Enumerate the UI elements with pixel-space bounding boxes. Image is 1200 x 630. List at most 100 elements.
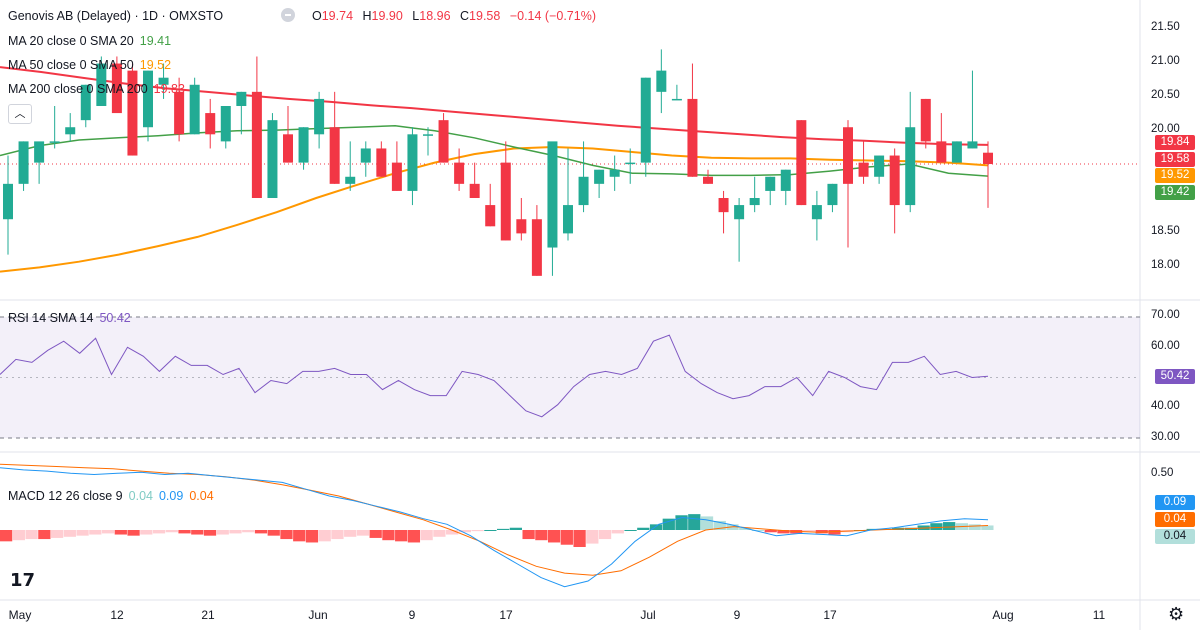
macd-hist-bar: [446, 530, 459, 535]
macd-hist-bar: [140, 530, 153, 535]
ma200-value: 19.83: [153, 82, 185, 96]
macd-hist-bar: [152, 530, 166, 534]
macd-hist-bar: [509, 527, 522, 530]
candle-body: [469, 183, 480, 198]
macd-hist-bar: [611, 530, 624, 534]
ma20-price-pill: 19.42: [1155, 185, 1195, 200]
macd-hist-bar: [331, 530, 344, 540]
macd-hist-bar: [305, 530, 319, 543]
macd-hist-bar: [497, 528, 510, 530]
ma50-price-pill: 19.52: [1155, 168, 1195, 183]
rsi-pill: 50.42: [1155, 369, 1195, 384]
macd-line: [0, 467, 989, 588]
candle-body: [298, 127, 309, 163]
macd-hist-bar: [802, 530, 816, 533]
macd-hist-bar: [280, 530, 293, 540]
candle-body: [687, 98, 698, 177]
macd-hist-bar: [586, 530, 599, 544]
macd-hist-bar: [344, 530, 357, 537]
rsi-line: [0, 334, 989, 418]
close-value: 19.58: [469, 9, 501, 23]
macd-hist-bar: [930, 523, 943, 530]
hide-legend-button[interactable]: [281, 8, 295, 22]
macd-hist-bar: [764, 530, 777, 533]
candle-body: [905, 127, 916, 206]
macd-hist-bar: [0, 530, 13, 542]
candle-body: [983, 152, 993, 165]
candle-body: [189, 84, 200, 135]
macd-hist-bar: [216, 530, 229, 535]
x-tick: Jun: [308, 608, 328, 622]
macd-hist-bar: [433, 530, 446, 537]
candle-body: [345, 176, 356, 184]
symbol-title[interactable]: Genovis AB (Delayed) · 1D · OMXSTO: [8, 9, 224, 23]
candle-body: [703, 176, 713, 184]
macd-hist-bar: [522, 530, 535, 540]
candle-body: [80, 84, 91, 121]
ma50-legend[interactable]: MA 50 close 0 SMA 50 19.52: [8, 58, 172, 72]
macd-hist-bar: [573, 530, 586, 547]
candle-body: [96, 63, 107, 106]
candle-body: [65, 127, 76, 135]
gear-icon[interactable]: ⚙: [1168, 604, 1185, 624]
ma20-legend[interactable]: MA 20 close 0 SMA 20 19.41: [8, 34, 172, 48]
macd-hist-bar: [560, 530, 573, 545]
macd-hist-bar: [254, 530, 268, 534]
candle-body: [267, 120, 278, 198]
candle-body: [423, 134, 433, 136]
candle-body: [174, 91, 185, 135]
last-price-pill: 19.58: [1155, 152, 1195, 167]
macd-hist-bar: [50, 530, 64, 538]
price-tick: 21.00: [1151, 55, 1180, 67]
candle-body: [500, 162, 511, 241]
macd-hist-bar: [598, 530, 612, 540]
macd-hist-bar: [178, 530, 191, 534]
candle-body: [143, 70, 153, 128]
candle-body: [314, 98, 325, 135]
candle-body: [158, 77, 169, 85]
macd-hist-value: 0.04: [128, 489, 153, 503]
candle-body: [236, 91, 247, 106]
macd-hist-bar: [637, 527, 650, 530]
candle-body: [329, 127, 340, 184]
candle-body: [111, 63, 122, 114]
macd-hist-bar: [547, 530, 561, 543]
candle-body: [671, 98, 682, 101]
ma20-line: [0, 125, 989, 177]
macd-hist-bar: [369, 530, 382, 538]
candle-body: [360, 148, 371, 163]
candle-body: [205, 113, 216, 135]
macd-hist-bar: [114, 530, 127, 535]
macd-hist-bar: [242, 530, 255, 533]
macd-hist-bar: [267, 530, 280, 536]
macd-hist-bar: [203, 530, 217, 536]
macd-hist-pill: 0.04: [1155, 529, 1195, 544]
macd-hist-bar: [713, 520, 726, 530]
candle-body: [858, 162, 869, 177]
high-value: 19.90: [371, 9, 403, 23]
candle-body: [827, 183, 838, 206]
candle-body: [625, 162, 636, 165]
candle-body: [220, 106, 231, 142]
macd-hist-bar: [101, 530, 115, 534]
macd-hist-bar: [828, 530, 841, 535]
candle-body: [578, 176, 589, 206]
macd-legend[interactable]: MACD 12 26 close 9 0.04 0.09 0.04: [8, 489, 214, 503]
macd-hist-bar: [981, 525, 994, 530]
candle-body: [920, 98, 931, 142]
rsi-legend[interactable]: RSI 14 SMA 14 50.42: [8, 311, 131, 325]
ma200-legend[interactable]: MA 200 close 0 SMA 200 19.83: [8, 82, 185, 96]
candle-body: [734, 205, 745, 220]
macd-hist-bar: [63, 530, 76, 537]
candle-body: [749, 198, 760, 206]
macd-signal-line: [0, 463, 989, 576]
tradingview-logo-icon[interactable]: 𝟭𝟳: [10, 570, 36, 590]
x-tick: May: [8, 608, 32, 622]
x-tick: 11: [1092, 608, 1106, 622]
macd-hist-bar: [943, 522, 956, 530]
candle-body: [407, 134, 418, 191]
candle-body: [438, 120, 449, 163]
macd-hist-bar: [471, 530, 484, 532]
collapse-legend-button[interactable]: ︿: [8, 104, 32, 124]
